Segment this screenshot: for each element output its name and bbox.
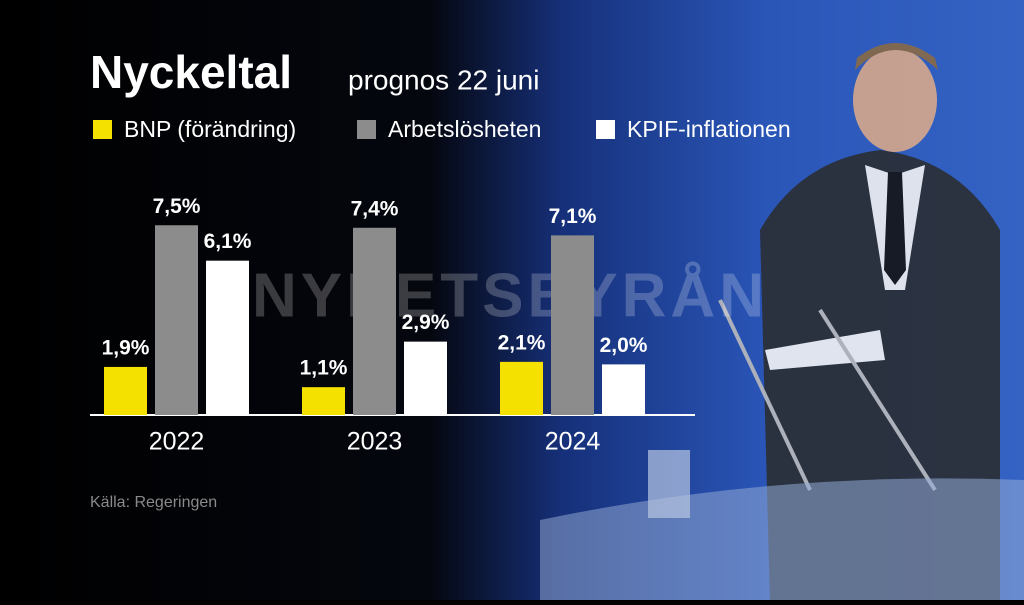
bar <box>602 364 645 415</box>
value-label: 7,4% <box>351 197 399 220</box>
bar <box>551 235 594 415</box>
value-label: 6,1% <box>204 230 252 253</box>
legend-swatch <box>93 120 112 139</box>
value-label: 1,9% <box>102 336 150 359</box>
bar <box>500 361 543 415</box>
legend-swatch <box>357 120 376 139</box>
value-label: 1,1% <box>300 357 348 380</box>
bar <box>104 366 147 415</box>
value-label: 7,5% <box>153 195 201 218</box>
x-tick-label: 2022 <box>149 428 205 456</box>
legend-label: KPIF-inflationen <box>627 116 791 142</box>
x-tick-label: 2024 <box>545 428 601 456</box>
bar <box>404 341 447 415</box>
chart-title: Nyckeltal <box>90 46 292 98</box>
legend-label: Arbetslösheten <box>388 116 541 142</box>
value-label: 2,1% <box>498 331 546 354</box>
chart-subtitle: prognos 22 juni <box>348 64 539 95</box>
bar <box>206 260 249 415</box>
source: Källa: Regeringen <box>90 494 217 511</box>
value-label: 2,9% <box>402 311 450 334</box>
bar <box>353 227 396 415</box>
bar <box>302 387 345 415</box>
watermark: NYHETSBYRÅN <box>252 261 768 330</box>
bar <box>155 225 198 415</box>
value-label: 2,0% <box>600 334 648 357</box>
photo-decoration <box>540 43 1024 600</box>
legend-swatch <box>596 120 615 139</box>
legend-label: BNP (förändring) <box>124 116 296 142</box>
x-tick-label: 2023 <box>347 428 403 456</box>
value-label: 7,1% <box>549 205 597 228</box>
